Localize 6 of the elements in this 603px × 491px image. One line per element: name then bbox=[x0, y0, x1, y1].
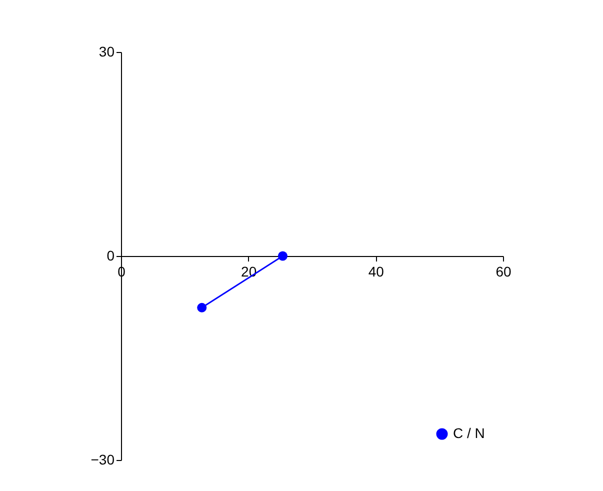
y-tick-label: 30 bbox=[98, 44, 115, 60]
x-tick-label: 40 bbox=[368, 264, 384, 280]
y-tick-label: −30 bbox=[90, 452, 115, 468]
y-tick-label: 0 bbox=[106, 248, 115, 264]
x-tick-label: 60 bbox=[496, 264, 512, 280]
legend-label: C / N bbox=[453, 425, 485, 441]
